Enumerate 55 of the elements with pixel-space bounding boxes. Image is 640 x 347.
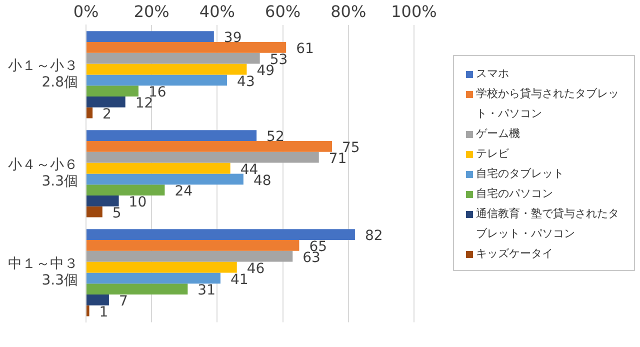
bar [86,96,126,108]
x-tick-label: 40% [199,2,235,21]
data-label: 41 [230,272,248,288]
bar [86,229,355,240]
bar [86,195,119,206]
data-label: 24 [174,184,193,200]
bar [86,272,220,284]
x-tick-label: 80% [330,2,366,21]
x-tick-label: 0% [73,2,99,21]
bar [86,250,293,262]
bar [86,52,260,64]
bar [86,284,188,294]
bar [86,86,138,96]
bar [86,152,319,163]
legend-label: 自宅のタブレット [476,166,564,182]
bar [86,305,90,316]
data-label: 82 [364,228,383,244]
x-tick-label: 100% [391,2,437,21]
bar [86,74,228,86]
bar [86,31,214,42]
data-label: 12 [135,96,154,112]
bar [86,184,165,196]
bar [86,206,102,218]
legend-label: 通信教育・塾で貸与されたタブレット・パソコン [476,206,620,242]
y-tick-label: 小４～小６ 3.3個 [8,156,78,190]
bar [86,42,286,53]
data-label: 1 [99,304,108,320]
y-tick-label: 中１～中３ 3.3個 [8,256,78,289]
data-label: 2 [102,106,112,122]
legend-label: 自宅のパソコン [476,186,553,202]
data-label: 46 [246,260,265,277]
data-label: 48 [253,172,272,189]
bar [86,294,109,306]
bar [86,141,332,152]
bar [86,262,237,273]
data-label: 7 [118,294,128,310]
bar [86,240,300,251]
x-tick-label: 60% [265,2,301,21]
legend-label: テレビ [476,146,509,162]
y-tick-label: 小１～小３ 2.8個 [8,58,78,91]
legend-label: 学校から貸与されたタブレット・パソコン [476,86,620,122]
bar [86,107,93,118]
legend-label: キッズケータイ [476,246,553,262]
bar [86,64,247,75]
data-label: 10 [128,194,147,211]
x-tick-label: 20% [134,2,170,21]
legend-label: ゲーム機 [476,126,520,142]
data-label: 61 [296,41,314,58]
legend-label: スマホ [476,66,509,82]
bar [86,130,257,142]
bar [86,162,230,174]
data-label: 5 [112,205,122,222]
data-label: 43 [237,74,255,90]
data-label: 31 [198,282,216,299]
bar [86,174,244,185]
